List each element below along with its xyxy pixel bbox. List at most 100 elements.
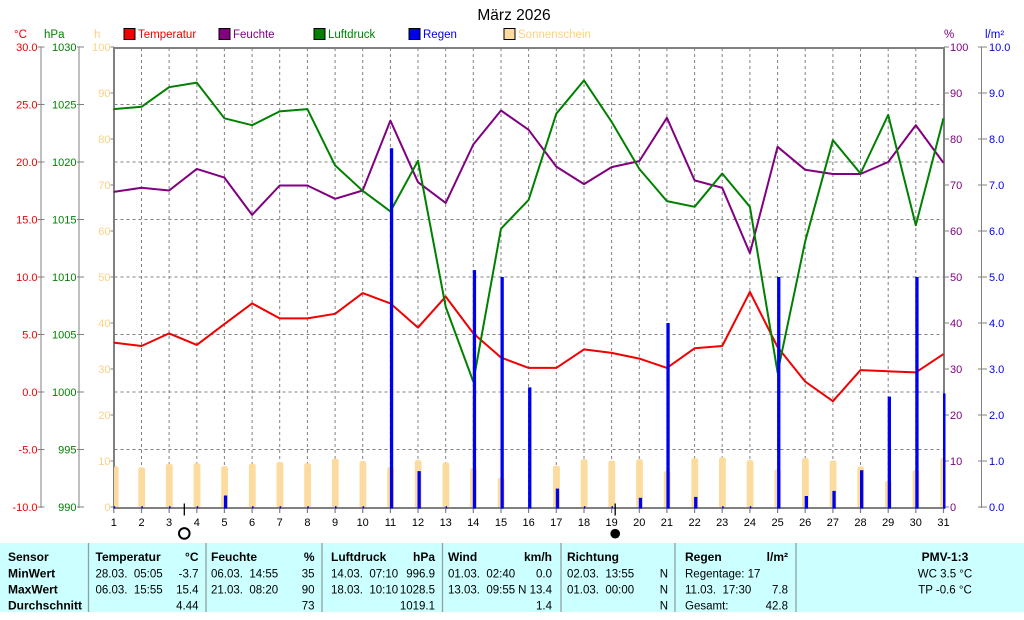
svg-text:10.0: 10.0 xyxy=(16,272,37,284)
svg-text:30.0: 30.0 xyxy=(16,42,37,54)
svg-text:80: 80 xyxy=(950,134,962,146)
svg-text:19: 19 xyxy=(605,517,617,529)
svg-text:50: 50 xyxy=(98,272,110,284)
svg-text:1000: 1000 xyxy=(52,387,76,399)
svg-text:5.0: 5.0 xyxy=(22,330,37,342)
svg-text:13: 13 xyxy=(440,517,452,529)
svg-text:8.0: 8.0 xyxy=(989,134,1004,146)
svg-text:10.0: 10.0 xyxy=(989,42,1010,54)
svg-text:27: 27 xyxy=(827,517,839,529)
svg-text:25.0: 25.0 xyxy=(16,100,37,112)
svg-text:2.0: 2.0 xyxy=(989,410,1004,422)
svg-text:90: 90 xyxy=(98,88,110,100)
svg-text:70: 70 xyxy=(950,180,962,192)
svg-text:%: % xyxy=(944,29,954,41)
svg-text:5.0: 5.0 xyxy=(989,272,1004,284)
svg-text:40: 40 xyxy=(98,318,110,330)
svg-text:0: 0 xyxy=(104,502,110,514)
svg-text:30: 30 xyxy=(98,364,110,376)
svg-text:06.03. 14:55: 06.03. 14:55 xyxy=(211,569,278,581)
svg-text:h: h xyxy=(94,29,100,41)
svg-text:°C: °C xyxy=(14,29,27,41)
svg-text:%: % xyxy=(304,550,315,564)
svg-text:16: 16 xyxy=(522,517,534,529)
svg-text:Feuchte: Feuchte xyxy=(211,550,257,564)
svg-text:Richtung: Richtung xyxy=(567,550,619,564)
svg-text:5: 5 xyxy=(221,517,227,529)
svg-text:15.0: 15.0 xyxy=(16,215,37,227)
svg-text:12: 12 xyxy=(412,517,424,529)
svg-text:21.03. 08:20: 21.03. 08:20 xyxy=(211,585,278,597)
svg-text:1019.1: 1019.1 xyxy=(400,601,435,613)
svg-text:8: 8 xyxy=(304,517,310,529)
svg-text:50: 50 xyxy=(950,272,962,284)
svg-text:21: 21 xyxy=(661,517,673,529)
svg-text:7.0: 7.0 xyxy=(989,180,1004,192)
svg-text:11: 11 xyxy=(385,517,396,529)
svg-text:1015: 1015 xyxy=(52,215,76,227)
svg-text:l/m²: l/m² xyxy=(985,29,1004,41)
svg-text:20: 20 xyxy=(98,410,110,422)
svg-text:42.8: 42.8 xyxy=(766,601,788,613)
svg-text:km/h: km/h xyxy=(524,550,552,564)
svg-text:70: 70 xyxy=(98,180,110,192)
svg-text:20.0: 20.0 xyxy=(16,157,37,169)
svg-text:100: 100 xyxy=(92,42,110,54)
svg-text:7.8: 7.8 xyxy=(772,585,788,597)
svg-text:N: N xyxy=(660,569,668,581)
svg-text:80: 80 xyxy=(98,134,110,146)
svg-text:28: 28 xyxy=(854,517,866,529)
svg-text:l/m²: l/m² xyxy=(767,550,788,564)
svg-text:Regentage: 17: Regentage: 17 xyxy=(685,569,760,581)
svg-text:6: 6 xyxy=(249,517,255,529)
svg-text:18: 18 xyxy=(578,517,590,529)
svg-text:100: 100 xyxy=(950,42,968,54)
svg-text:1.0: 1.0 xyxy=(989,456,1004,468)
svg-text:0.0: 0.0 xyxy=(536,569,552,581)
svg-text:PMV-1:3: PMV-1:3 xyxy=(922,550,969,564)
svg-text:9: 9 xyxy=(332,517,338,529)
svg-text:02.03. 13:55: 02.03. 13:55 xyxy=(567,569,634,581)
svg-text:-5.0: -5.0 xyxy=(19,445,38,457)
svg-text:0.0: 0.0 xyxy=(22,387,37,399)
svg-text:Feuchte: Feuchte xyxy=(233,29,275,41)
svg-text:1005: 1005 xyxy=(52,330,76,342)
svg-text:Temperatur: Temperatur xyxy=(96,550,161,564)
svg-text:Wind: Wind xyxy=(448,550,477,564)
svg-text:2: 2 xyxy=(138,517,144,529)
svg-text:N: N xyxy=(660,585,668,597)
svg-text:28.03. 05:05: 28.03. 05:05 xyxy=(96,569,163,581)
svg-text:hPa: hPa xyxy=(44,29,65,41)
svg-text:15.4: 15.4 xyxy=(176,585,199,597)
svg-text:90: 90 xyxy=(302,585,315,597)
svg-text:23: 23 xyxy=(716,517,728,529)
svg-text:hPa: hPa xyxy=(413,550,435,564)
svg-text:6.0: 6.0 xyxy=(989,226,1004,238)
svg-text:31: 31 xyxy=(937,517,949,529)
svg-text:Temperatur: Temperatur xyxy=(138,29,196,41)
svg-text:MinWert: MinWert xyxy=(8,567,55,581)
svg-text:14.03. 07:10: 14.03. 07:10 xyxy=(331,569,398,581)
svg-text:60: 60 xyxy=(950,226,962,238)
svg-text:Regen: Regen xyxy=(423,29,457,41)
svg-text:24: 24 xyxy=(744,517,756,529)
svg-text:3: 3 xyxy=(166,517,172,529)
svg-text:10: 10 xyxy=(357,517,369,529)
svg-text:4.44: 4.44 xyxy=(176,601,199,613)
svg-text:90: 90 xyxy=(950,88,962,100)
svg-text:73: 73 xyxy=(302,601,315,613)
svg-text:0.0: 0.0 xyxy=(989,502,1004,514)
svg-text:15: 15 xyxy=(495,517,507,529)
svg-text:Regen: Regen xyxy=(685,550,722,564)
svg-text:°C: °C xyxy=(185,550,199,564)
svg-text:13.03. 09:55: 13.03. 09:55 xyxy=(448,585,515,597)
svg-text:1030: 1030 xyxy=(52,42,76,54)
svg-text:17: 17 xyxy=(550,517,562,529)
svg-text:-10.0: -10.0 xyxy=(12,502,37,514)
svg-text:WC 3.5 °C: WC 3.5 °C xyxy=(918,569,972,581)
svg-text:Durchschnitt: Durchschnitt xyxy=(8,599,82,613)
svg-text:TP -0.6 °C: TP -0.6 °C xyxy=(918,585,972,597)
svg-text:3.0: 3.0 xyxy=(989,364,1004,376)
svg-text:Luftdruck: Luftdruck xyxy=(331,550,387,564)
svg-text:9.0: 9.0 xyxy=(989,88,1004,100)
